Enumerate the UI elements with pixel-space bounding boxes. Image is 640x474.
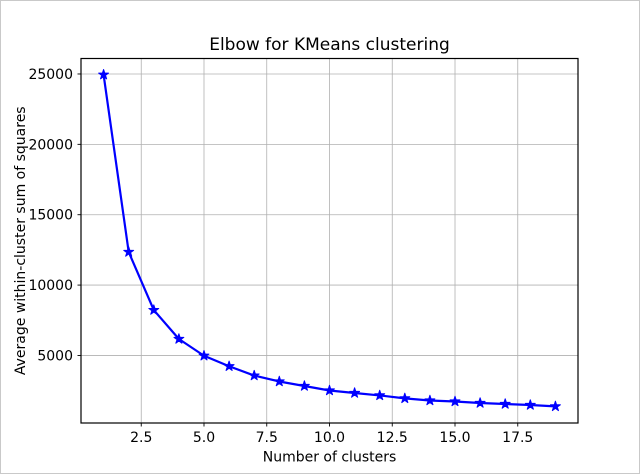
x-tick-label: 17.5: [502, 430, 533, 446]
x-tick-label: 7.5: [256, 430, 278, 446]
x-axis-label: Number of clusters: [263, 450, 397, 466]
data-point-star-marker: [324, 384, 335, 396]
y-tick-label: 10000: [28, 278, 73, 294]
data-point-star-marker: [273, 375, 285, 387]
data-point-star-marker: [223, 360, 235, 371]
data-point-star-marker: [374, 389, 386, 401]
y-tick-label: 15000: [28, 208, 73, 224]
data-point-star-marker: [98, 68, 110, 80]
data-point-star-marker: [449, 395, 461, 407]
y-tick-label: 20000: [28, 137, 73, 153]
grid-layer: [81, 58, 578, 423]
data-point-star-marker: [399, 392, 411, 404]
data-point-star-marker: [123, 246, 135, 257]
data-point-star-marker: [349, 387, 361, 398]
data-point-star-marker: [298, 380, 310, 391]
x-tick-label: 5.0: [193, 430, 215, 446]
data-point-star-marker: [499, 398, 511, 409]
data-point-star-marker: [549, 400, 561, 412]
y-tick-label: 25000: [28, 67, 73, 83]
data-point-star-marker: [148, 304, 160, 315]
plot-border: [80, 57, 579, 424]
x-tick-label: 2.5: [130, 430, 152, 446]
y-tick-label: 5000: [37, 348, 73, 364]
x-tick-label: 12.5: [377, 430, 408, 446]
data-point-star-marker: [424, 394, 436, 406]
data-layer: [98, 68, 561, 412]
y-axis-label: Average within-cluster sum of squares: [13, 106, 29, 375]
chart-title: Elbow for KMeans clustering: [209, 35, 450, 55]
data-point-star-marker: [173, 333, 185, 344]
data-point-star-marker: [524, 399, 536, 410]
x-tick-label: 10.0: [314, 430, 345, 446]
x-tick-label: 15.0: [439, 430, 470, 446]
data-point-star-marker: [474, 397, 486, 408]
data-point-star-marker: [248, 369, 260, 381]
data-point-star-marker: [198, 350, 210, 361]
tick-layer: 2.5 5.0 7.5 10.0 12.5 15.0 17.5 5000 10000 15000 2…: [28, 67, 533, 446]
